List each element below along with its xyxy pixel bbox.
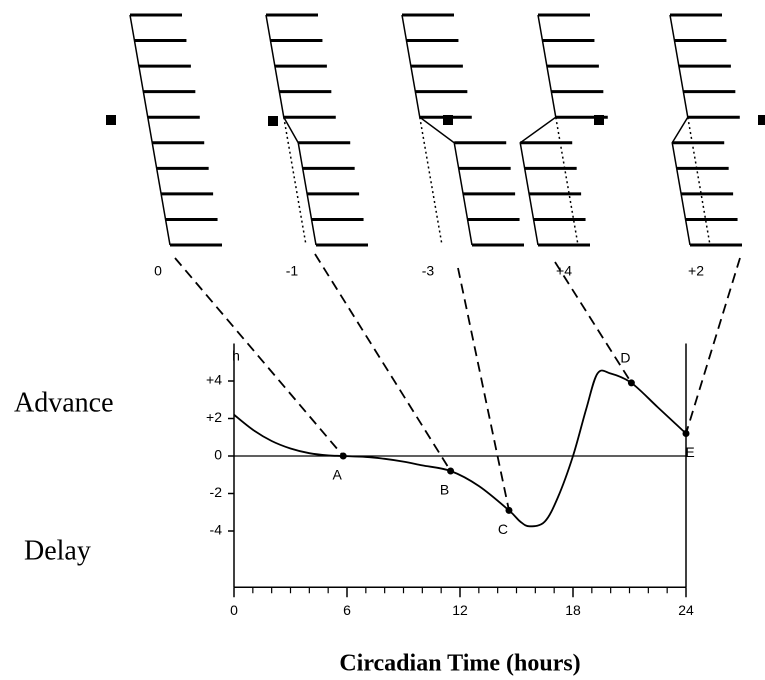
light-pulse [268,116,278,126]
phase-point [339,452,347,460]
point-label: E [685,444,694,460]
actogram-label: -1 [286,263,299,279]
light-pulse [594,115,604,125]
phase-point [505,506,513,514]
activity-onset [519,14,557,246]
connector [685,257,741,434]
light-pulse [758,115,765,125]
point-label: B [440,482,449,498]
connector [314,253,452,472]
prc-curve [233,369,687,528]
y-tick-label: -4 [210,522,223,538]
x-tick-label: 24 [678,602,694,618]
delay-label: Delay [24,535,91,566]
y-tick-label: -2 [210,484,223,500]
activity-onset [265,14,317,246]
connector [554,261,633,384]
actogram-label: +2 [688,263,704,279]
activity-onset [401,14,473,246]
x-tick-label: 6 [343,602,351,618]
predicted-onset [419,117,443,246]
x-tick-label: 12 [452,602,468,618]
predicted-onset [555,117,579,246]
pulses [106,115,765,126]
actogram-label: 0 [154,263,162,279]
connector [174,257,344,457]
y-tick-label: 0 [214,447,222,463]
predicted-onset [283,117,307,246]
phase-point [682,430,690,437]
x-tick-label: 0 [230,602,238,618]
advance-label: Advance [14,387,114,418]
point-label: D [620,350,630,366]
y-tick-label: +2 [206,409,222,425]
point-label: A [333,467,343,483]
actogram-label: -3 [422,263,435,279]
predicted-onset [687,117,711,246]
y-tick-label: +4 [206,372,222,388]
x-tick-label: 18 [565,602,581,618]
activity-onset [669,14,691,246]
phase-point [447,467,455,475]
light-pulse [443,115,453,125]
light-pulse [106,115,116,125]
phase-point [627,379,635,387]
activity-onset [129,14,171,246]
connector [457,267,510,511]
actogram-label: +4 [556,263,572,279]
x-axis-label: Circadian Time (hours) [339,651,580,677]
point-label: C [498,521,508,537]
y-axis-label: h [232,348,240,364]
